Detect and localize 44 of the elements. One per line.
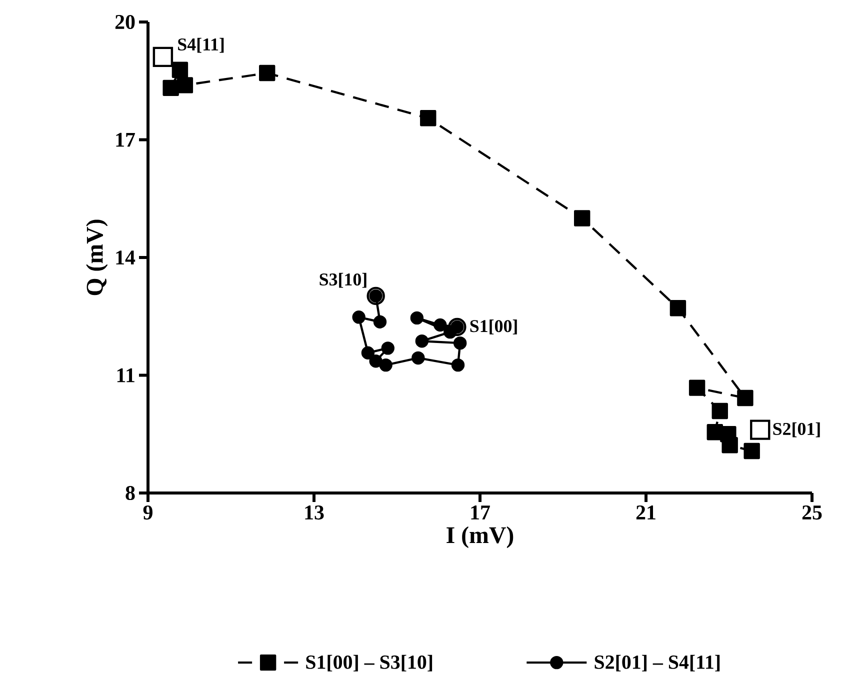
legend-label: S2[01] – S4[11] — [594, 654, 720, 672]
point — [176, 77, 194, 94]
y-tick-label: 14 — [116, 250, 136, 264]
annotation: S1[00] — [470, 320, 517, 334]
point — [737, 390, 754, 406]
point — [420, 110, 436, 126]
point — [415, 334, 429, 348]
point — [412, 351, 425, 365]
point — [434, 318, 447, 332]
y-tick-label: 17 — [116, 132, 135, 147]
point — [712, 402, 728, 420]
point — [381, 342, 394, 355]
point — [451, 358, 465, 372]
point — [722, 437, 738, 454]
x-axis-title: I (mV) — [446, 526, 514, 548]
point — [670, 300, 686, 316]
legend-label: S1[00] – S3[10] — [306, 654, 432, 672]
point — [352, 310, 366, 324]
x-tick-label: 25 — [802, 506, 822, 520]
point — [373, 315, 387, 328]
x-tick-label: 17 — [471, 506, 490, 520]
point — [574, 210, 590, 226]
point — [259, 64, 276, 82]
point — [688, 380, 706, 396]
annotation: S4[11] — [178, 38, 224, 53]
point — [369, 354, 382, 368]
y-axis-title: Q (mV) — [86, 220, 108, 296]
x-tick-label: 21 — [636, 506, 656, 520]
point — [152, 46, 174, 68]
point — [744, 442, 760, 460]
point — [361, 346, 375, 360]
y-tick-label: 8 — [126, 486, 135, 500]
point — [379, 358, 392, 372]
annotation: S3[10] — [320, 272, 366, 288]
annotation: S2[01] — [773, 422, 820, 438]
point — [410, 311, 424, 325]
y-tick-label: 20 — [115, 14, 135, 30]
x-tick-label: 13 — [305, 506, 324, 520]
point — [453, 336, 467, 350]
point — [162, 80, 179, 96]
point — [172, 62, 188, 78]
point — [750, 420, 770, 440]
y-tick-label: 11 — [117, 368, 134, 382]
x-tick-label: 9 — [143, 506, 152, 520]
